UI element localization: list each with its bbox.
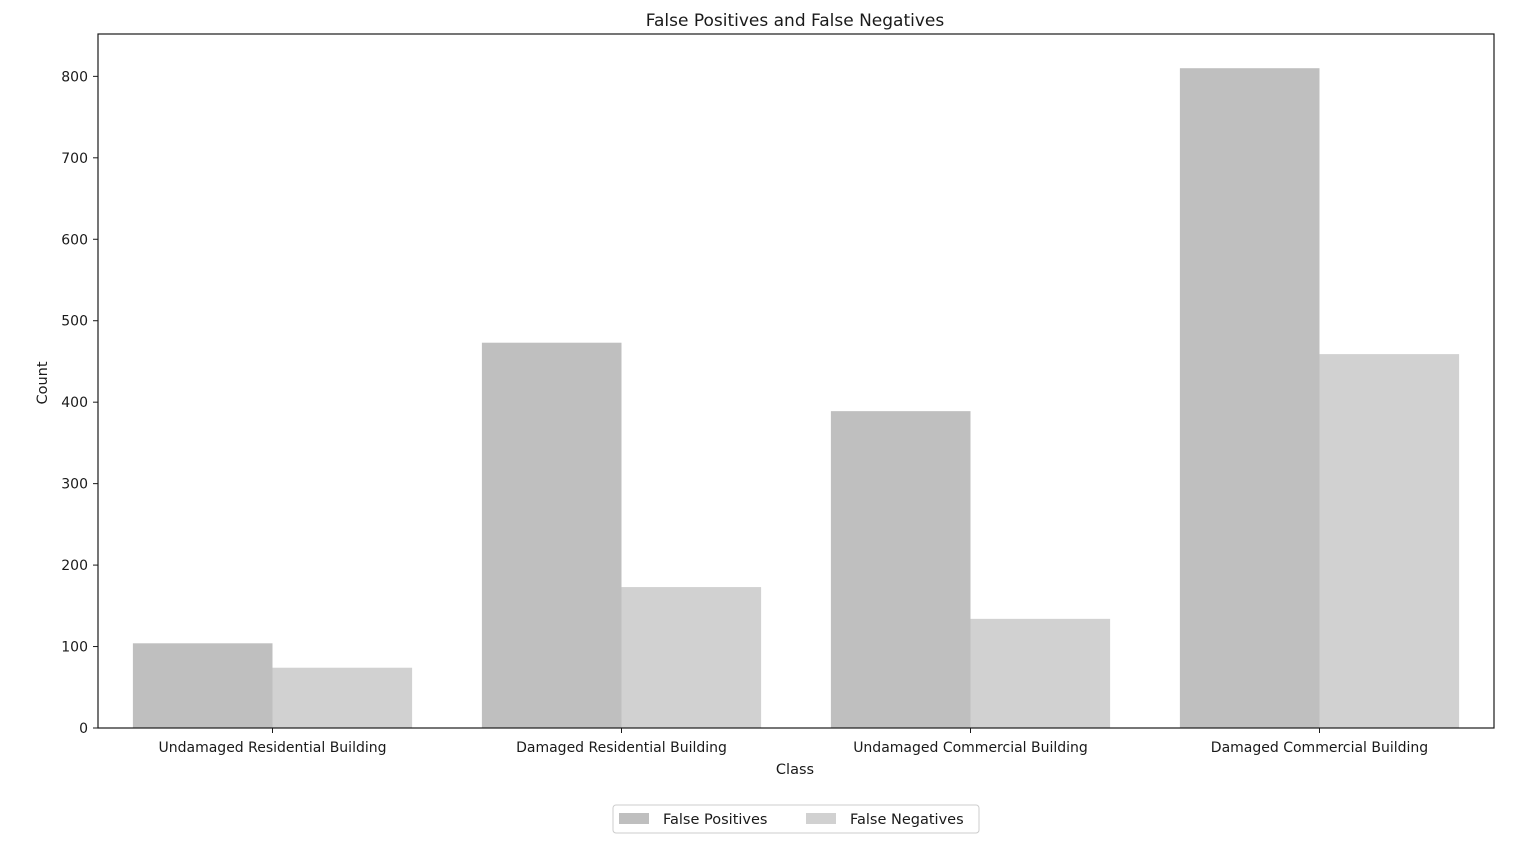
legend: False Positives False Negatives (612, 804, 980, 834)
x-axis: Undamaged Residential Building Damaged Re… (159, 728, 1428, 756)
legend-label-false-negatives: False Negatives (850, 812, 964, 828)
y-tick-label: 500 (61, 314, 88, 330)
y-tick-label: 600 (61, 232, 88, 248)
bar-false-negatives-damaged-commercial-building (1319, 354, 1460, 728)
bar-false-negatives-damaged-residential-building (621, 587, 762, 728)
bar-false-negatives-undamaged-commercial-building (970, 618, 1111, 728)
y-tick-label: 800 (61, 69, 88, 85)
x-tick-label-undamaged-commercial-building: Undamaged Commercial Building (853, 740, 1088, 756)
legend-box (612, 804, 980, 834)
bars-group (132, 68, 1460, 729)
plot-frame (97, 33, 1495, 729)
bar-false-positives-damaged-residential-building (481, 342, 622, 728)
bar-false-positives-undamaged-residential-building (132, 643, 273, 728)
y-tick-label: 300 (61, 477, 88, 493)
y-axis: 0 100 200 300 400 500 600 700 800 (61, 69, 98, 737)
legend-swatch-false-positives (619, 813, 649, 824)
y-tick-label: 400 (61, 395, 88, 411)
y-tick-label: 200 (61, 558, 88, 574)
y-tick-label: 0 (79, 721, 88, 737)
x-axis-label: Class (776, 762, 814, 778)
bar-false-positives-damaged-commercial-building (1179, 68, 1320, 729)
y-tick-label: 100 (61, 640, 88, 656)
chart-title: False Positives and False Negatives (646, 11, 945, 31)
bar-false-positives-undamaged-commercial-building (830, 411, 971, 728)
x-tick-label-damaged-residential-building: Damaged Residential Building (516, 740, 727, 756)
x-tick-label-undamaged-residential-building: Undamaged Residential Building (159, 740, 387, 756)
y-axis-label: Count (35, 361, 51, 404)
legend-label-false-positives: False Positives (663, 812, 767, 828)
y-tick-label: 700 (61, 151, 88, 167)
x-tick-label-damaged-commercial-building: Damaged Commercial Building (1211, 740, 1428, 756)
legend-swatch-false-negatives (806, 813, 836, 824)
bar-false-negatives-undamaged-residential-building (272, 667, 413, 728)
